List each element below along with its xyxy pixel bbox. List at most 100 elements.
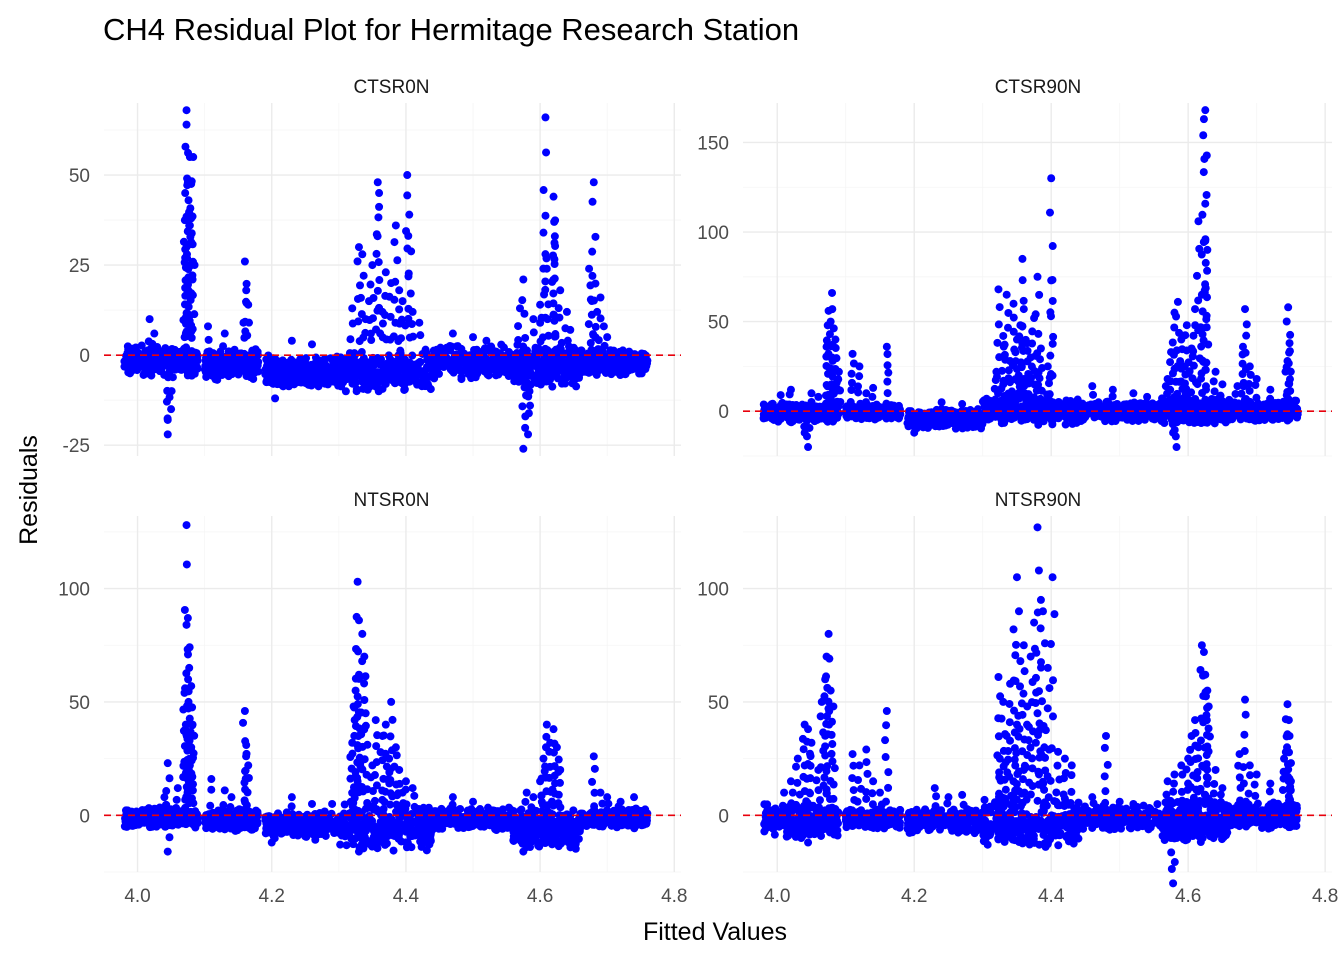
residual-point (1199, 115, 1208, 124)
residual-point (564, 342, 573, 351)
residual-point (395, 305, 404, 314)
residual-point (375, 276, 384, 285)
residual-point (165, 393, 174, 402)
residual-point (165, 833, 174, 842)
residual-point (189, 153, 198, 162)
residual-point (1147, 409, 1156, 418)
residual-point (431, 368, 440, 377)
residual-point (1036, 344, 1045, 353)
residual-point (1176, 408, 1185, 417)
residual-point (188, 354, 197, 363)
residual-point (165, 774, 174, 783)
residual-point (1201, 258, 1210, 267)
residual-point (1285, 339, 1294, 348)
residual-point (162, 822, 171, 831)
residual-point (1019, 305, 1028, 314)
residual-point (518, 402, 527, 411)
residual-point (550, 232, 559, 241)
residual-point (163, 430, 172, 439)
residual-point (1028, 327, 1037, 336)
residual-point (378, 384, 387, 393)
residual-point (356, 357, 365, 366)
residual-point (400, 385, 409, 394)
residual-point (788, 401, 797, 410)
residual-point (1218, 380, 1227, 389)
residual-point (1166, 358, 1175, 367)
residual-point (219, 342, 228, 351)
residual-point (351, 378, 360, 387)
residual-point (1198, 388, 1207, 397)
residual-point (163, 759, 172, 768)
residual-point (804, 443, 813, 452)
residual-point (1169, 428, 1178, 437)
y-tick-label: 25 (69, 256, 90, 277)
residual-point (1016, 321, 1025, 330)
residual-point (373, 232, 382, 241)
residual-point (524, 430, 533, 439)
residual-point (365, 297, 374, 306)
residual-point (1238, 350, 1247, 359)
residual-point (1177, 335, 1186, 344)
residual-point (423, 355, 432, 364)
residual-point (1285, 347, 1294, 356)
residual-point (185, 761, 194, 770)
residual-point (480, 344, 489, 353)
residual-point (519, 376, 528, 385)
residual-point (185, 769, 194, 778)
residual-point (497, 358, 506, 367)
residual-point (868, 402, 877, 411)
residual-point (409, 332, 418, 341)
residual-point (541, 277, 550, 286)
residual-point (375, 189, 384, 198)
residual-point (1266, 385, 1275, 394)
residual-point (1088, 382, 1097, 391)
residual-point (404, 377, 413, 386)
residual-point (220, 361, 229, 370)
residual-point (526, 401, 535, 410)
residual-point (1191, 305, 1200, 314)
residual-point (1186, 412, 1195, 421)
residual-point (1018, 276, 1027, 285)
residual-point (453, 342, 462, 351)
residual-point (1188, 352, 1197, 361)
residual-point (182, 560, 191, 569)
residual-point (1188, 374, 1197, 383)
residual-point (931, 422, 940, 431)
residual-point (157, 363, 166, 372)
residual-point (1023, 339, 1032, 348)
residual-point (821, 413, 830, 422)
residual-point (514, 322, 523, 331)
residual-point (184, 697, 193, 706)
residual-point (1193, 271, 1202, 280)
residual-point (999, 380, 1008, 389)
residual-point (393, 256, 402, 265)
residual-point (353, 257, 362, 266)
residual-point (430, 358, 439, 367)
residual-point (524, 409, 533, 418)
residual-point (995, 303, 1004, 312)
residual-point (245, 318, 254, 327)
residual-point (263, 355, 272, 364)
residual-point (1170, 308, 1179, 317)
residual-point (812, 402, 821, 411)
residual-point (586, 339, 595, 348)
residual-point (831, 344, 840, 353)
residual-point (182, 620, 191, 629)
residual-point (571, 374, 580, 383)
residual-point (855, 362, 864, 371)
residual-point (370, 357, 379, 366)
residual-point (403, 191, 412, 200)
residual-point (167, 387, 176, 396)
residual-point (141, 347, 150, 356)
residual-point (908, 421, 917, 430)
residual-point (447, 342, 456, 351)
residual-point (776, 391, 785, 400)
residual-point (884, 368, 893, 377)
residual-point (233, 358, 242, 367)
residual-point (182, 327, 191, 336)
residual-point (543, 346, 552, 355)
residual-point (862, 389, 871, 398)
residual-point (800, 422, 809, 431)
residual-point (271, 360, 280, 369)
